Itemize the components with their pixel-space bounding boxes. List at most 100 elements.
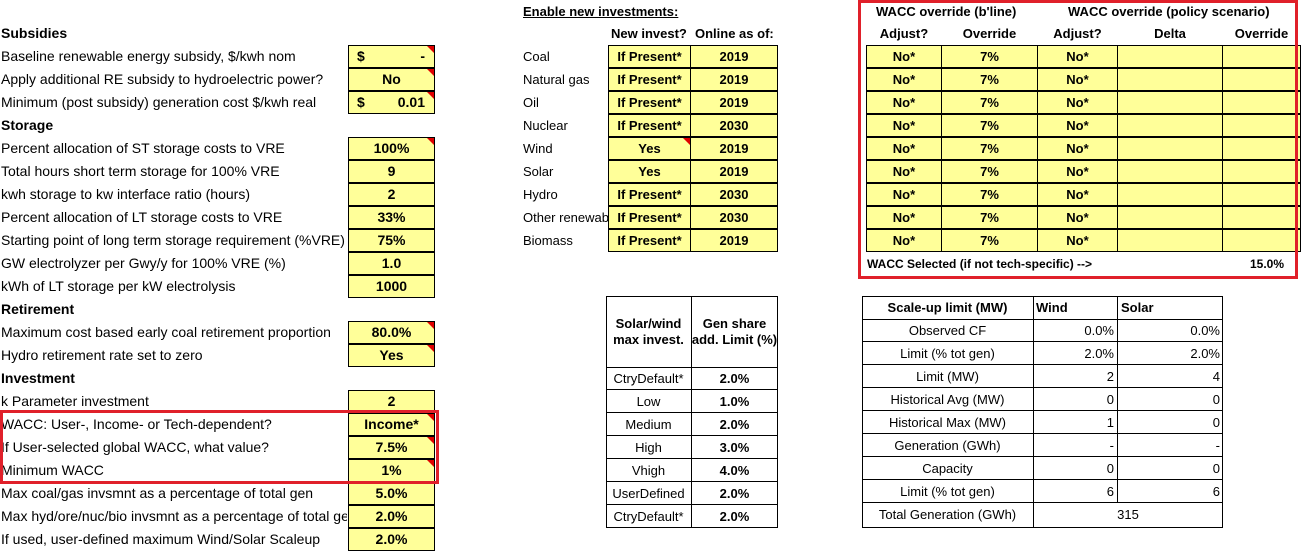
wacc-override-bline[interactable]: 7% (941, 68, 1038, 91)
solarwind-option: CtryDefault* (606, 367, 692, 390)
param-input[interactable]: 9 (348, 160, 435, 183)
wacc-adjust-policy[interactable]: No* (1037, 160, 1118, 183)
wacc-adjust-bline[interactable]: No* (866, 91, 942, 114)
section-retirement: Retirement (1, 301, 75, 317)
solarwind-col-header: Solar/wind max invest. (606, 296, 692, 368)
wacc-adjust-bline[interactable]: No* (866, 137, 942, 160)
param-label: Minimum WACC (1, 462, 104, 478)
wacc-adjust-policy[interactable]: No* (1037, 68, 1118, 91)
new-invest-input[interactable]: Yes (608, 137, 691, 160)
online-year-input[interactable]: 2030 (690, 183, 778, 206)
tech-label: Solar (523, 164, 554, 179)
scaleup-wind-value: 0 (1033, 457, 1118, 480)
tech-label: Hydro (523, 187, 558, 202)
param-input[interactable]: 1.0 (348, 252, 435, 275)
new-invest-input[interactable]: If Present* (608, 45, 691, 68)
param-input[interactable]: 2.0% (348, 505, 435, 528)
param-input[interactable]: 100% (348, 137, 435, 160)
param-label: Percent allocation of ST storage costs t… (1, 140, 285, 156)
online-year-input[interactable]: 2019 (690, 229, 778, 252)
param-input[interactable]: 75% (348, 229, 435, 252)
new-invest-input[interactable]: If Present* (608, 183, 691, 206)
online-year-input[interactable]: 2030 (690, 206, 778, 229)
new-invest-input[interactable]: If Present* (608, 114, 691, 137)
gen-share-value: 4.0% (691, 459, 778, 482)
col-online-as-of: Online as of: (695, 26, 774, 41)
param-label: Max coal/gas invsmnt as a percentage of … (1, 485, 314, 501)
col-new-invest: New invest? (611, 26, 687, 41)
wacc-adjust-bline[interactable]: No* (866, 183, 942, 206)
scaleup-row-label: Capacity (862, 457, 1034, 480)
wacc-adjust-bline[interactable]: No* (866, 160, 942, 183)
wacc-adjust-policy[interactable]: No* (1037, 229, 1118, 252)
param-input[interactable]: 2 (348, 183, 435, 206)
param-value: 0.01 (397, 94, 425, 110)
wacc-col-header: Adjust? (1053, 26, 1102, 41)
online-year-input[interactable]: 2019 (690, 137, 778, 160)
param-input[interactable]: $ - (348, 45, 435, 68)
wacc-adjust-policy[interactable]: No* (1037, 45, 1118, 68)
param-input[interactable]: 33% (348, 206, 435, 229)
wacc-override-bline[interactable]: 7% (941, 91, 1038, 114)
scaleup-solar-value: 6 (1117, 480, 1223, 503)
wacc-adjust-bline[interactable]: No* (866, 206, 942, 229)
wacc-override-bline[interactable]: 7% (941, 137, 1038, 160)
gen-share-value: 2.0% (691, 367, 778, 390)
scaleup-solar-value: 0 (1117, 457, 1223, 480)
wacc-override-bline[interactable]: 7% (941, 229, 1038, 252)
scaleup-solar-value: - (1117, 434, 1223, 457)
scaleup-wind-value: 0 (1033, 388, 1118, 411)
param-input[interactable]: Income* (348, 413, 435, 436)
wacc-col-header: Adjust? (879, 26, 929, 41)
currency-symbol: $ (357, 48, 365, 64)
new-invest-input[interactable]: If Present* (608, 68, 691, 91)
new-invest-input[interactable]: Yes (608, 160, 691, 183)
new-invest-input[interactable]: If Present* (608, 91, 691, 114)
param-input[interactable]: 2.0% (348, 528, 435, 551)
wacc-override-bline[interactable]: 7% (941, 160, 1038, 183)
param-input[interactable]: 80.0% (348, 321, 435, 344)
invest-title: Enable new investments: (523, 4, 679, 19)
new-invest-input[interactable]: If Present* (608, 229, 691, 252)
wacc-adjust-policy[interactable]: No* (1037, 137, 1118, 160)
tech-label: Other renewables (523, 210, 608, 225)
wacc-adjust-policy[interactable]: No* (1037, 114, 1118, 137)
wacc-adjust-policy[interactable]: No* (1037, 206, 1118, 229)
param-input[interactable]: 7.5% (348, 436, 435, 459)
tech-label: Coal (523, 49, 550, 64)
scaleup-wind-value: 2.0% (1033, 342, 1118, 365)
param-label: Apply additional RE subsidy to hydroelec… (1, 71, 324, 87)
solarwind-option: High (606, 436, 692, 459)
online-year-input[interactable]: 2019 (690, 68, 778, 91)
param-label: Percent allocation of LT storage costs t… (1, 209, 283, 225)
scaleup-solar-value: 2.0% (1117, 342, 1223, 365)
param-input[interactable]: No (348, 68, 435, 91)
online-year-input[interactable]: 2030 (690, 114, 778, 137)
wacc-adjust-bline[interactable]: No* (866, 45, 942, 68)
param-label: If User-selected global WACC, what value… (1, 439, 269, 455)
scaleup-row-label: Historical Avg (MW) (862, 388, 1034, 411)
wacc-adjust-policy[interactable]: No* (1037, 183, 1118, 206)
solarwind-option: Medium (606, 413, 692, 436)
param-input[interactable]: $0.01 (348, 91, 435, 114)
online-year-input[interactable]: 2019 (690, 160, 778, 183)
wacc-adjust-bline[interactable]: No* (866, 68, 942, 91)
scaleup-table (862, 296, 1223, 528)
param-input[interactable]: 5.0% (348, 482, 435, 505)
param-input[interactable]: Yes (348, 344, 435, 367)
online-year-input[interactable]: 2019 (690, 45, 778, 68)
tech-label: Natural gas (523, 72, 590, 87)
param-label: kWh of LT storage per kW electrolysis (1, 278, 236, 294)
param-label: Hydro retirement rate set to zero (1, 347, 203, 363)
wacc-override-bline[interactable]: 7% (941, 45, 1038, 68)
wacc-adjust-policy[interactable]: No* (1037, 91, 1118, 114)
wacc-override-bline[interactable]: 7% (941, 114, 1038, 137)
wacc-override-highlight-box (858, 0, 1298, 279)
param-label: If used, user-defined maximum Wind/Solar… (1, 531, 321, 547)
param-input[interactable]: 1000 (348, 275, 435, 298)
new-invest-input[interactable]: If Present* (608, 206, 691, 229)
solarwind-option: CtryDefault* (606, 505, 692, 528)
param-label: WACC: User-, Income- or Tech-dependent? (1, 416, 272, 432)
online-year-input[interactable]: 2019 (690, 91, 778, 114)
gen-share-value: 2.0% (691, 505, 778, 528)
